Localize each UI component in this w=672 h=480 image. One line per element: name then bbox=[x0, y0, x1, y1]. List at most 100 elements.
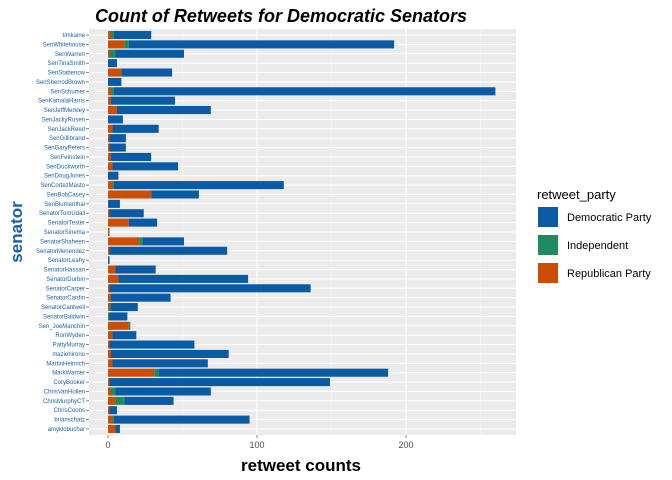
y-tick-label: SenatorMenendez bbox=[36, 249, 85, 255]
y-tick-label: SenatorBaldwin bbox=[43, 314, 85, 320]
x-tick-label: 100 bbox=[249, 440, 264, 450]
bar-segment-democratic-party bbox=[121, 68, 173, 77]
bar-segment-democratic-party bbox=[108, 59, 117, 68]
bar-segment-republican-party bbox=[108, 387, 111, 396]
y-tick-label: SenTinaSmith bbox=[48, 61, 85, 67]
bar-segment-independent bbox=[108, 312, 110, 321]
bar-segment-republican-party bbox=[108, 246, 110, 255]
bar-segment-republican-party bbox=[108, 49, 110, 58]
bar-segment-democratic-party bbox=[108, 199, 120, 208]
bar-segment-republican-party bbox=[108, 265, 116, 274]
legend: retweet_party Democratic Party Independen… bbox=[537, 187, 652, 283]
bar-segment-democratic-party bbox=[109, 246, 228, 255]
bar-segment-democratic-party bbox=[113, 87, 496, 96]
bar-segment-republican-party bbox=[108, 162, 113, 171]
bars bbox=[108, 30, 496, 434]
bar-segment-democratic-party bbox=[112, 331, 137, 340]
y-tick-label: RonWyden bbox=[55, 333, 85, 339]
y-tick-label: amyklobuchar bbox=[48, 427, 85, 433]
x-tick-labels: 0 100 200 bbox=[105, 435, 414, 450]
bar-segment-republican-party bbox=[108, 134, 110, 143]
y-tick-label: CoryBooker bbox=[53, 380, 85, 386]
bar-segment-democratic-party bbox=[113, 181, 284, 190]
bar-segment-republican-party bbox=[108, 349, 111, 358]
bar-segment-democratic-party bbox=[108, 77, 122, 86]
bar-segment-republican-party bbox=[108, 396, 116, 405]
legend-title: retweet_party bbox=[537, 187, 616, 202]
bar-segment-democratic-party bbox=[109, 340, 195, 349]
bar-segment-republican-party bbox=[108, 87, 111, 96]
bar-segment-republican-party bbox=[108, 218, 129, 227]
y-tick-label: timkaine bbox=[63, 33, 86, 39]
y-tick-label: SenatorShaheen bbox=[40, 239, 85, 245]
bar-segment-independent bbox=[139, 237, 143, 246]
bar-segment-democratic-party bbox=[124, 396, 174, 405]
bar-segment-democratic-party bbox=[112, 124, 159, 133]
bar-segment-democratic-party bbox=[108, 115, 123, 124]
legend-label: Independent bbox=[567, 240, 628, 252]
bar-segment-republican-party bbox=[108, 293, 111, 302]
bar-segment-democratic-party bbox=[109, 406, 117, 415]
bar-segment-democratic-party bbox=[110, 349, 229, 358]
bar-segment-republican-party bbox=[108, 368, 155, 377]
bar-segment-republican-party bbox=[108, 152, 111, 161]
y-tick-label: PattyMurray bbox=[53, 343, 85, 349]
y-tick-label: SenatorTomUdall bbox=[39, 211, 85, 217]
bar-segment-democratic-party bbox=[110, 96, 176, 105]
y-tick-label: SenatorLeahy bbox=[48, 258, 85, 264]
bar-segment-independent bbox=[124, 40, 129, 49]
bar-segment-independent bbox=[109, 49, 116, 58]
y-tick-label: SenatorTester bbox=[48, 221, 85, 227]
bar-segment-democratic-party bbox=[128, 218, 158, 227]
y-axis-title: senator bbox=[7, 201, 26, 263]
chart-title: Count of Retweets for Democratic Senator… bbox=[95, 6, 467, 26]
y-tick-label: SenGillibrand bbox=[49, 136, 85, 142]
y-tick-label: Sen_JoeManchin bbox=[39, 324, 85, 330]
x-axis-title: retweet counts bbox=[241, 456, 361, 475]
bar-segment-democratic-party bbox=[110, 293, 171, 302]
bar-segment-republican-party bbox=[108, 378, 110, 387]
bar-segment-democratic-party bbox=[108, 171, 119, 180]
y-tick-label: SenBobCasey bbox=[47, 192, 85, 198]
bar-segment-independent bbox=[128, 321, 131, 330]
bar-segment-republican-party bbox=[108, 68, 122, 77]
bar-segment-independent bbox=[109, 303, 111, 312]
bar-segment-republican-party bbox=[108, 227, 110, 237]
legend-key-democratic-party bbox=[538, 207, 558, 227]
bar-segment-democratic-party bbox=[115, 265, 156, 274]
bar-segment-democratic-party bbox=[115, 424, 120, 434]
legend-key-republican-party bbox=[538, 263, 558, 283]
bar-segment-democratic-party bbox=[113, 30, 152, 40]
y-tick-label: SenKamalaHarris bbox=[38, 99, 85, 105]
bar-segment-republican-party bbox=[108, 359, 113, 368]
bar-segment-republican-party bbox=[108, 106, 117, 115]
bar-segment-republican-party bbox=[108, 415, 113, 424]
bar-segment-democratic-party bbox=[115, 387, 211, 396]
bar-segment-democratic-party bbox=[109, 378, 331, 387]
y-tick-label: maziehirono bbox=[52, 352, 85, 358]
bar-segment-republican-party bbox=[108, 406, 110, 415]
bar-segment-independent bbox=[110, 87, 114, 96]
y-tick-label: SenatorSinema bbox=[44, 230, 86, 236]
y-tick-labels: timkaine SenWhitehouse SenWarren SenTinaSmi… bbox=[36, 33, 89, 433]
y-tick-label: SenGaryPeters bbox=[44, 146, 85, 152]
bar-segment-democratic-party bbox=[112, 162, 179, 171]
bar-segment-democratic-party bbox=[158, 368, 389, 377]
bar-segment-democratic-party bbox=[109, 209, 144, 218]
bar-segment-republican-party bbox=[108, 321, 129, 330]
y-tick-label: SenJeffMerkley bbox=[44, 108, 85, 114]
bar-segment-independent bbox=[115, 396, 125, 405]
y-tick-label: SenWarren bbox=[55, 52, 85, 58]
bar-segment-independent bbox=[110, 387, 116, 396]
bar-segment-democratic-party bbox=[110, 152, 152, 161]
bar-segment-democratic-party bbox=[112, 359, 208, 368]
y-tick-label: SenBlumenthal bbox=[44, 202, 85, 208]
y-tick-label: SenFeinstein bbox=[50, 155, 85, 161]
bar-segment-republican-party bbox=[108, 237, 140, 246]
bar-segment-democratic-party bbox=[110, 303, 138, 312]
y-tick-label: SenSchumer bbox=[50, 89, 85, 95]
bar-segment-republican-party bbox=[108, 30, 111, 40]
legend-label: Democratic Party bbox=[567, 212, 652, 224]
bar-segment-independent bbox=[112, 415, 114, 424]
